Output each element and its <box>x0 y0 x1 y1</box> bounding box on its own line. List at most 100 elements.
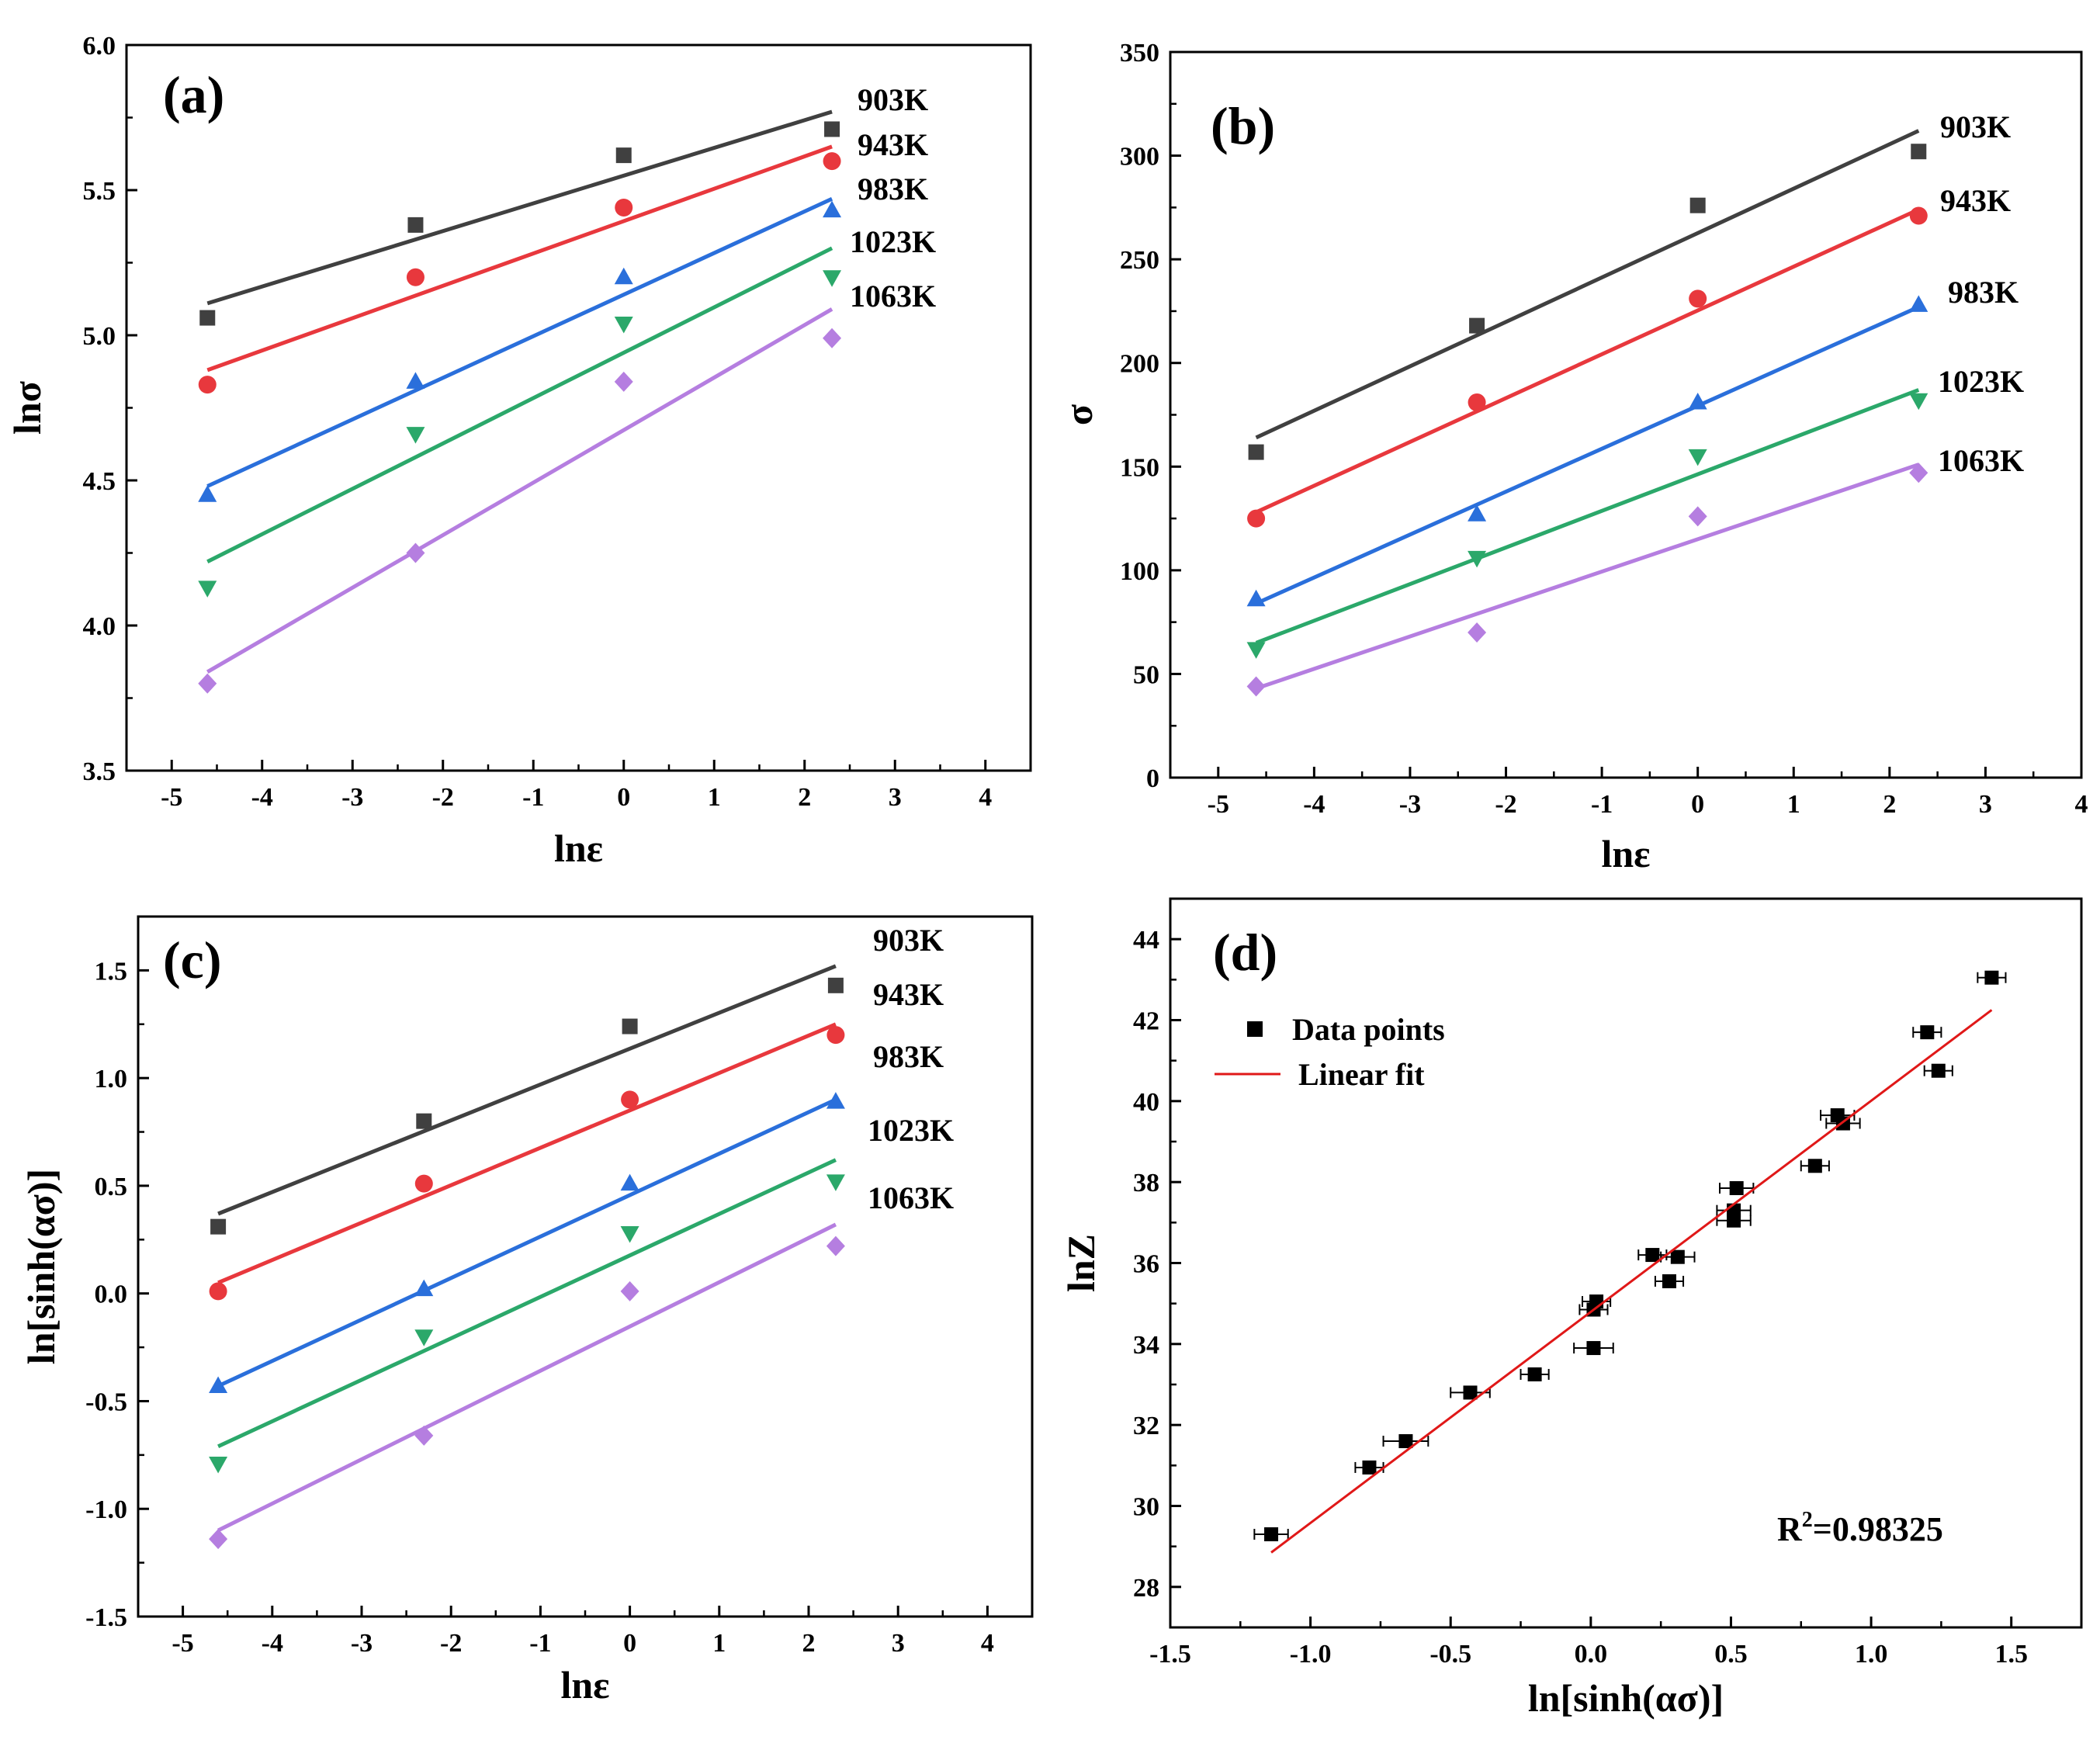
y-tick-label: 1.0 <box>95 1065 128 1093</box>
data-point-1063K <box>209 1529 228 1550</box>
data-point-983K <box>1909 295 1928 312</box>
x-tick-label: -4 <box>251 783 273 812</box>
y-tick-label: -1.0 <box>85 1495 127 1524</box>
x-tick-label: -1 <box>522 783 544 812</box>
data-point-903K <box>210 1218 227 1235</box>
x-tick-label: 3 <box>892 1629 905 1658</box>
y-tick-label: 4.5 <box>83 467 116 496</box>
x-tick-label: 3 <box>1979 790 1992 819</box>
x-tick-label: -2 <box>440 1629 462 1658</box>
fit-line-1063K <box>206 307 833 674</box>
x-tick-label: -1 <box>1591 790 1613 819</box>
r2-value: =0.98325 <box>1813 1510 1943 1548</box>
y-tick-label: 5.5 <box>83 177 116 206</box>
r2-prefix: R <box>1777 1510 1803 1548</box>
data-point-1063K <box>826 1235 845 1256</box>
data-point-903K <box>827 977 844 993</box>
series-983K: 983K <box>198 172 928 502</box>
fit-line-1063K <box>1255 463 1920 691</box>
y-tick-label: 50 <box>1133 660 1159 689</box>
series-label-1063K: 1063K <box>868 1180 954 1215</box>
legend: Data points Linear fit <box>1215 1012 1445 1092</box>
x-tick-label: 0.0 <box>1575 1640 1608 1669</box>
data-point <box>1398 1434 1413 1449</box>
y-tick-label: -0.5 <box>85 1388 127 1416</box>
series-label-903K: 903K <box>873 923 944 958</box>
x-ticks: -5 -4 -3 -2 -1 0 1 2 3 4 <box>172 1606 994 1658</box>
plot-frame <box>1169 897 2083 1629</box>
data-point-943K <box>826 1026 845 1045</box>
x-tick-label: -5 <box>172 1629 193 1658</box>
data-point-1063K <box>614 371 633 392</box>
y-tick-label: 150 <box>1120 453 1159 482</box>
y-tick-label: 0.0 <box>95 1280 128 1309</box>
data-point-1063K <box>1246 676 1266 697</box>
data-point <box>1729 1180 1744 1195</box>
y-tick-label: 32 <box>1133 1412 1159 1440</box>
fit-line-983K <box>1255 305 1920 605</box>
data-point <box>1586 1341 1601 1356</box>
data-point-1023K <box>406 427 425 444</box>
data-point <box>1645 1248 1660 1263</box>
data-point <box>1727 1213 1741 1228</box>
data-point-1063K <box>414 1425 434 1446</box>
chart-panel-c: -5 -4 -3 -2 -1 0 1 2 3 4 -1.5 -1.0 -0.5 0.0 0.5 1.0 1.5 l… <box>19 915 1034 1707</box>
data-point-903K <box>1469 317 1485 334</box>
x-tick-label: 4 <box>2075 790 2088 819</box>
chart-panel-d: -1.5 -1.0 -0.5 0.0 0.5 1.0 1.5 28 30 32 34 36 38 40 42… <box>1059 897 2083 1720</box>
y-tick-label: -1.5 <box>85 1603 127 1632</box>
y-tick-label: 300 <box>1120 143 1159 172</box>
y-tick-label: 40 <box>1133 1088 1159 1117</box>
y-tick-label: 38 <box>1133 1169 1159 1197</box>
series-1063K: 1063K <box>209 1180 954 1550</box>
fit-line-983K <box>206 196 833 488</box>
x-tick-label: -3 <box>1399 790 1421 819</box>
y-tick-label: 350 <box>1120 39 1159 68</box>
series-1063K: 1063K <box>1246 443 2024 697</box>
y-tick-label: 4.0 <box>83 612 116 641</box>
series-label-903K: 903K <box>858 82 928 117</box>
data-point <box>1670 1249 1685 1264</box>
data-point-983K <box>406 372 425 389</box>
y-axis-label: lnZ <box>1059 1234 1103 1292</box>
data-point-1023K <box>620 1225 639 1243</box>
data-point-1023K <box>614 317 633 334</box>
fit-line-1023K <box>217 1158 837 1449</box>
y-ticks: 3.5 4.0 4.5 5.0 5.5 6.0 <box>83 32 137 786</box>
data-point-1023K <box>823 270 842 287</box>
series-label-983K: 983K <box>873 1039 944 1074</box>
x-tick-label: 1.5 <box>1994 1640 2028 1669</box>
x-tick-label: -3 <box>351 1629 373 1658</box>
fit-line-903K <box>217 964 837 1216</box>
data-point-983K <box>826 1092 845 1109</box>
legend-marker-points <box>1247 1021 1263 1037</box>
x-axis-label: lnε <box>1601 832 1650 875</box>
data-point-943K <box>1247 509 1266 528</box>
data-point-983K <box>823 200 842 218</box>
data-point-1023K <box>1688 449 1707 466</box>
data-point <box>1984 970 1999 985</box>
series-label-1023K: 1023K <box>1938 364 2024 399</box>
data-point-903K <box>1911 144 1927 160</box>
data-point <box>1662 1274 1676 1288</box>
data-point-943K <box>209 1282 227 1301</box>
y-tick-label: 36 <box>1133 1250 1159 1279</box>
plot-frame <box>137 915 1034 1618</box>
fit-line-903K <box>1255 129 1920 440</box>
x-tick-label: -2 <box>1495 790 1516 819</box>
y-axis-label: ln[sinh(ασ)] <box>19 1169 63 1364</box>
data-point-1063K <box>406 542 425 563</box>
y-tick-label: 42 <box>1133 1007 1159 1036</box>
data-point-943K <box>823 152 841 171</box>
x-tick-label: -4 <box>1303 790 1325 819</box>
chart-panel-a: -5 -4 -3 -2 -1 0 1 2 3 4 3.5 4.0 4.5 5.0 5.5 6.0 lnε lnσ (… <box>5 32 1032 870</box>
x-axis-label: ln[sinh(ασ)] <box>1528 1676 1724 1720</box>
y-tick-label: 44 <box>1133 926 1159 955</box>
panel-label: (c) <box>163 930 221 989</box>
series-903K: 903K <box>1248 109 2011 460</box>
x-tick-label: -0.5 <box>1429 1640 1471 1669</box>
y-tick-label: 6.0 <box>83 32 116 61</box>
data-point <box>1527 1367 1542 1381</box>
y-tick-label: 1.5 <box>95 957 128 986</box>
series-943K: 943K <box>209 977 944 1301</box>
